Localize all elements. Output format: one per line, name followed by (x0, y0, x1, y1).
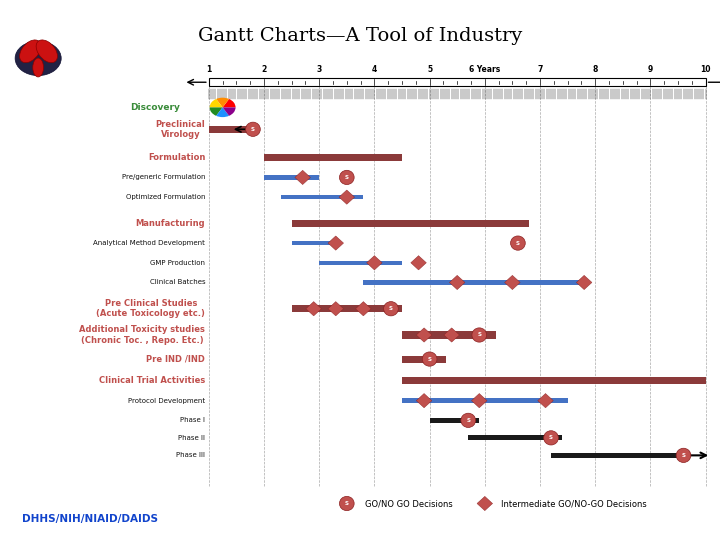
Bar (402, 332, 496, 339)
Ellipse shape (384, 302, 398, 316)
Polygon shape (356, 302, 371, 316)
Text: Phase II: Phase II (179, 435, 205, 441)
Wedge shape (216, 107, 229, 117)
Text: 3: 3 (317, 65, 322, 74)
Bar (364, 280, 584, 285)
Text: Analytical Method Development: Analytical Method Development (94, 240, 205, 246)
Text: Pre/generic Formulation: Pre/generic Formulation (122, 174, 205, 180)
Text: Clinical Batches: Clinical Batches (150, 280, 205, 286)
Text: DHHS/NIH/NIAID/DAIDS: DHHS/NIH/NIAID/DAIDS (22, 514, 158, 524)
Ellipse shape (339, 496, 354, 511)
Polygon shape (477, 496, 492, 511)
Polygon shape (538, 394, 553, 408)
Ellipse shape (544, 431, 559, 445)
Text: Manufacturing: Manufacturing (135, 219, 205, 228)
Bar (468, 435, 562, 440)
Bar (319, 261, 402, 265)
Polygon shape (411, 255, 426, 270)
Bar (281, 195, 364, 199)
Ellipse shape (676, 448, 691, 462)
Text: 9: 9 (648, 65, 653, 74)
Wedge shape (210, 99, 222, 107)
Text: 4: 4 (372, 65, 377, 74)
Polygon shape (577, 275, 592, 289)
Polygon shape (328, 236, 343, 250)
Text: S: S (428, 356, 431, 362)
Polygon shape (295, 170, 310, 185)
Text: S: S (251, 127, 255, 132)
Bar (209, 126, 253, 133)
Text: Protocol Development: Protocol Development (128, 397, 205, 404)
Ellipse shape (33, 58, 43, 77)
Text: Clinical Trial Activities: Clinical Trial Activities (99, 376, 205, 386)
Wedge shape (222, 107, 235, 116)
Ellipse shape (472, 328, 487, 342)
Ellipse shape (339, 170, 354, 185)
Ellipse shape (510, 236, 526, 250)
Text: Phase III: Phase III (176, 453, 205, 458)
Text: 2: 2 (261, 65, 266, 74)
Text: 1: 1 (206, 65, 212, 74)
Text: S: S (345, 501, 348, 506)
Wedge shape (210, 107, 222, 116)
Text: Pre Clinical Studies
(Acute Toxicology etc.): Pre Clinical Studies (Acute Toxicology e… (96, 299, 205, 319)
Text: Intermediate GO/NO-GO Decisions: Intermediate GO/NO-GO Decisions (500, 499, 647, 508)
Bar (292, 305, 402, 312)
Text: S: S (516, 241, 520, 246)
Bar (402, 377, 706, 384)
Ellipse shape (36, 40, 58, 63)
Bar (292, 220, 529, 227)
Text: Additional Toxicity studies
(Chronic Toc. , Repo. Etc.): Additional Toxicity studies (Chronic Toc… (79, 325, 205, 345)
Text: GMP Production: GMP Production (150, 260, 205, 266)
FancyBboxPatch shape (209, 78, 706, 86)
Text: Pre IND /IND: Pre IND /IND (146, 355, 205, 363)
Polygon shape (449, 275, 465, 289)
Bar (402, 355, 446, 362)
Text: Formulation: Formulation (148, 153, 205, 162)
Bar (292, 241, 336, 245)
Bar (264, 154, 402, 161)
Circle shape (15, 41, 61, 76)
Text: 10: 10 (701, 65, 711, 74)
Polygon shape (416, 328, 432, 342)
Text: S: S (345, 175, 348, 180)
Ellipse shape (422, 352, 437, 366)
Text: Preclinical
Virology: Preclinical Virology (156, 119, 205, 139)
Ellipse shape (19, 40, 41, 63)
Polygon shape (416, 394, 432, 408)
Text: Phase I: Phase I (180, 417, 205, 423)
Text: S: S (467, 418, 470, 423)
Polygon shape (472, 394, 487, 408)
Polygon shape (366, 255, 382, 270)
Text: S: S (389, 306, 393, 311)
Text: 7: 7 (537, 65, 543, 74)
Text: S: S (549, 435, 553, 440)
Wedge shape (222, 99, 235, 107)
Polygon shape (505, 275, 520, 289)
Text: GO/NO GO Decisions: GO/NO GO Decisions (365, 499, 453, 508)
Text: S: S (682, 453, 685, 458)
Text: Optimized Formulation: Optimized Formulation (126, 194, 205, 200)
Ellipse shape (461, 413, 476, 428)
Ellipse shape (246, 122, 261, 137)
Bar (264, 176, 319, 180)
Text: S: S (477, 333, 481, 338)
Text: 6 Years: 6 Years (469, 65, 500, 74)
Wedge shape (216, 98, 229, 107)
Polygon shape (306, 302, 321, 316)
Text: Discovery: Discovery (130, 103, 180, 112)
Polygon shape (328, 302, 343, 316)
Polygon shape (339, 190, 354, 204)
Text: Gantt Charts—A Tool of Industry: Gantt Charts—A Tool of Industry (198, 27, 522, 45)
Text: 5: 5 (427, 65, 432, 74)
Bar (551, 453, 678, 458)
Text: 8: 8 (593, 65, 598, 74)
Bar (402, 399, 567, 403)
Polygon shape (444, 328, 459, 342)
Bar (430, 418, 480, 423)
